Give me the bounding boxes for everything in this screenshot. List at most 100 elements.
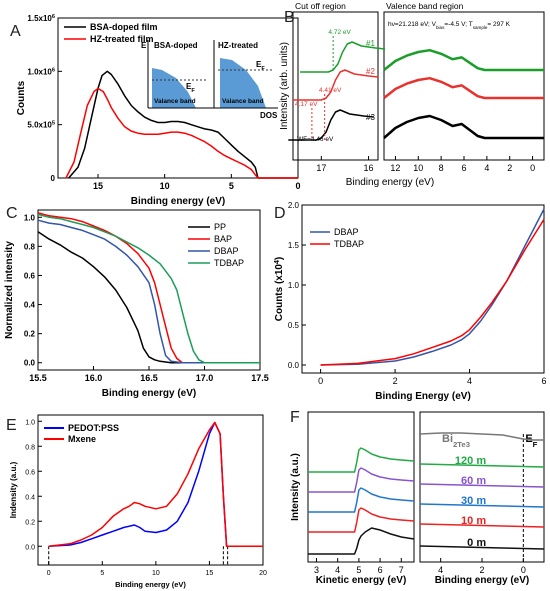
x-tick-label: 20 xyxy=(259,570,267,577)
y-axis-label: Intensity (a.u.) xyxy=(290,453,301,521)
binding-curve-2 xyxy=(419,483,545,488)
panel-b: Cut off region Valence band region hν=21.2… xyxy=(279,1,545,188)
x-tick-label: 17.0 xyxy=(196,373,214,383)
x-tick-label: 0 xyxy=(295,181,300,191)
text-span: bias xyxy=(436,25,445,30)
inset-right-title: HZ-treated xyxy=(218,41,258,50)
binding-curve-ref xyxy=(419,432,544,441)
text-span: 5 xyxy=(52,121,55,127)
text-span: =-4.5 V; T xyxy=(444,21,472,28)
y-axis-label: Normalized intensity xyxy=(4,241,15,339)
panel-label-d: D xyxy=(274,205,286,222)
x-tick-label: 5 xyxy=(229,181,234,191)
x-tick-label: 15.5 xyxy=(29,373,47,383)
x-tick-label: 3 xyxy=(314,565,319,575)
text-span: hν=21.218 eV; V xyxy=(388,21,437,28)
panel-label-e: E xyxy=(6,417,17,434)
panel-label-a: A xyxy=(10,23,21,40)
y-tick-label: 0.8 xyxy=(25,444,35,451)
x-axis-label: Binding energy (eV) xyxy=(346,177,434,188)
y-tick-label: 2.0 xyxy=(288,201,300,210)
y-tick-label: 0 xyxy=(51,174,56,183)
y-axis-label: Counts xyxy=(16,80,27,115)
text-span: F xyxy=(533,440,538,449)
region-right-label: Valence band region xyxy=(386,1,464,11)
series-label: 0 m xyxy=(467,537,486,549)
series-label: #1 xyxy=(366,39,375,48)
valence-curve-2 xyxy=(383,114,544,140)
text-span: 5.0x10 xyxy=(27,121,52,130)
inset-x-label: DOS xyxy=(260,111,278,120)
text-span: 6 xyxy=(52,14,55,20)
plot-frame-b-left xyxy=(292,11,379,161)
x-tick-label: 0 xyxy=(530,163,535,173)
plot-frame-f-left xyxy=(307,411,415,563)
binding-curve-4 xyxy=(419,523,545,528)
inset-fermi-label: EF xyxy=(256,60,265,72)
y-axis-label: Intensity (arb. units) xyxy=(279,42,290,130)
series-label: 120 m xyxy=(455,455,486,467)
x-tick-label: 16.5 xyxy=(140,373,158,383)
series-line-pp xyxy=(37,231,260,364)
text-span: Counts (x10 xyxy=(274,264,285,322)
x-axis-label: Binding Energy (eV) xyxy=(375,391,471,402)
y-tick-label: 0.6 xyxy=(25,469,35,476)
kinetic-curve-2 xyxy=(308,467,415,493)
x-tick-label: 10 xyxy=(152,570,160,577)
series-line-dbap xyxy=(37,219,260,364)
legend-label: BSA-doped film xyxy=(90,22,158,32)
x-tick-label: 17 xyxy=(316,163,326,173)
inset-fermi-label: EF xyxy=(186,82,195,94)
y-tick-label: 1.0 xyxy=(24,213,36,222)
y-tick-label: 0.0 xyxy=(25,544,35,551)
x-tick-label: 15 xyxy=(93,181,103,191)
text-span: 2Te xyxy=(453,440,466,449)
conditions-label: hν=21.218 eV; Vbias=-4.5 V; Tsample= 297… xyxy=(388,21,511,30)
x-tick-label: 6 xyxy=(541,376,546,386)
series-label: Bi2Te3 xyxy=(442,433,470,449)
y-tick-label: 0.2 xyxy=(25,519,35,526)
y-tick-label: 0.2 xyxy=(24,330,36,339)
text-span: 6 xyxy=(52,67,55,73)
valence-curve-1 xyxy=(383,76,544,100)
annotation-black: WF=4.46 eV xyxy=(297,136,334,143)
x-tick-label: 17.5 xyxy=(251,373,269,383)
x-tick-label: 5 xyxy=(100,570,104,577)
cutoff-curve-0 xyxy=(300,41,386,73)
x-tick-label: 10 xyxy=(160,181,170,191)
text-span: 3 xyxy=(466,440,470,449)
panel-c: 15.5 16.0 16.5 17.0 17.5 0.0 0.2 0.4 0.6 0.8 1.0 Bi… xyxy=(4,209,269,399)
region-left-label: Cut off region xyxy=(295,1,346,11)
text-span: sample xyxy=(473,25,488,30)
y-tick-label: 0.4 xyxy=(24,301,36,310)
kinetic-curve-3 xyxy=(308,487,415,513)
legend-label: HZ-treated film xyxy=(90,34,154,44)
annotation-red: 4.17 eV xyxy=(295,101,318,108)
inset-y-label: E xyxy=(141,41,147,50)
x-axis-label: Binding energy (eV) xyxy=(102,388,196,399)
y-tick-label: 0.6 xyxy=(24,271,36,280)
x-tick-label: 6 xyxy=(378,565,383,575)
series-line-0 xyxy=(68,70,298,179)
series-label: 30 m xyxy=(461,495,486,507)
inset-band-label: Valance band xyxy=(154,98,196,105)
series-label: #3 xyxy=(366,113,375,122)
panel-label-c: C xyxy=(6,205,18,222)
x-tick-label: 16.0 xyxy=(85,373,103,383)
y-tick-label: 0.8 xyxy=(24,242,36,251)
y-tick-label: 1.5 xyxy=(288,241,300,250)
x-axis-label-left: Kinetic energy (eV) xyxy=(316,575,407,586)
binding-curve-1 xyxy=(419,463,545,468)
annotation-red: 4.41 eV xyxy=(319,87,342,94)
panel-label-b: B xyxy=(284,9,295,26)
x-tick-label: 16 xyxy=(364,163,374,173)
series-line-tdbap xyxy=(320,219,545,366)
panel-e: 0 5 10 15 20 0.0 0.2 0.4 0.6 0.8 1.0 Binding energy… xyxy=(9,414,267,589)
x-tick-label: 2 xyxy=(393,376,398,386)
x-tick-label: 5 xyxy=(356,565,361,575)
kinetic-curve-5 xyxy=(308,527,415,555)
legend-label: PEDOT:PSS xyxy=(68,423,119,433)
y-tick-label: 0.0 xyxy=(288,361,300,370)
text-span: Bi xyxy=(442,433,453,445)
